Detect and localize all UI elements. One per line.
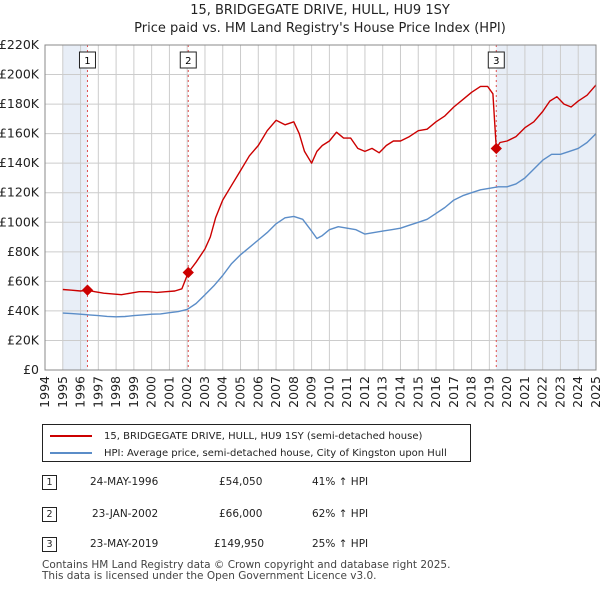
sale-date: 24-MAY-1996 [90, 476, 159, 488]
plot-area: £0 £20K £40K £60K £80K £100K £120K £140K £160K £1… [0, 37, 600, 408]
y-tick-label: £40K [7, 303, 40, 318]
hpi-line [62, 133, 597, 318]
sale-date: 23-JAN-2002 [92, 508, 159, 520]
sale-number-box [78, 51, 96, 69]
sale-date: 23-MAY-2019 [90, 538, 159, 550]
y-tick-label: £100K [0, 214, 40, 229]
x-tick-label: 2001 [161, 376, 176, 408]
sale-hpi-change: 62% ↑ HPI [312, 508, 369, 520]
x-tick-label: 1996 [73, 376, 88, 408]
x-tick-label: 1999 [126, 376, 141, 408]
x-tick-label: 2014 [392, 376, 407, 408]
x-tick-label: 2015 [410, 376, 425, 408]
legend: 15, BRIDGEGATE DRIVE, HULL, HU9 1SY (sem… [42, 424, 471, 462]
chart-subtitle: Price paid vs. HM Land Registry's House … [134, 21, 506, 36]
x-tick-label: 2000 [144, 376, 159, 408]
y-tick-label: £200K [0, 67, 40, 82]
x-tick-label: 2020 [499, 376, 514, 408]
chart-title: 15, BRIDGEGATE DRIVE, HULL, HU9 1SY [190, 3, 450, 18]
x-tick-label: 1994 [37, 376, 52, 408]
sale-number-box [487, 51, 505, 69]
y-tick-label: £80K [7, 244, 40, 259]
sale-hpi-change: 25% ↑ HPI [312, 538, 369, 550]
y-tick-label: £120K [0, 185, 40, 200]
y-tick-label: £60K [7, 273, 40, 288]
sale-number-box [179, 51, 197, 69]
x-tick-label: 2012 [357, 376, 372, 408]
x-tick-label: 2025 [588, 376, 600, 408]
sale-number-label: 1 [84, 56, 90, 67]
property-price-line [62, 84, 597, 296]
x-tick-label: 2005 [233, 376, 248, 408]
legend-item-hpi: HPI: Average price, semi-detached house,… [50, 445, 447, 461]
x-tick-label: 2010 [321, 376, 336, 408]
x-tick-label: 2023 [552, 376, 567, 408]
x-tick-label: 1995 [55, 376, 70, 408]
sale-price: £66,000 [219, 508, 263, 520]
shade-region [62, 45, 88, 370]
y-tick-label: £140K [0, 155, 40, 170]
shade-region [496, 45, 596, 370]
sale-number-label: 2 [185, 56, 191, 67]
sale-number-badge: 3 [42, 537, 57, 552]
price-chart: 15, BRIDGEGATE DRIVE, HULL, HU9 1SY Pric… [0, 3, 600, 408]
x-tick-label: 1998 [108, 376, 123, 408]
y-tick-label: £20K [7, 332, 40, 347]
x-tick-label: 1997 [90, 376, 105, 408]
sale-point [182, 266, 194, 279]
legend-label-property: 15, BRIDGEGATE DRIVE, HULL, HU9 1SY (sem… [104, 430, 423, 442]
x-tick-label: 2011 [339, 376, 354, 408]
sale-number-badge: 2 [42, 507, 57, 522]
sale-hpi-change: 41% ↑ HPI [312, 476, 369, 488]
x-tick-label: 2021 [517, 376, 532, 408]
y-tick-label: £220K [0, 37, 40, 52]
x-tick-label: 2024 [570, 376, 585, 408]
x-tick-label: 2003 [197, 376, 212, 408]
sale-point [490, 142, 502, 155]
sale-price: £149,950 [214, 538, 265, 550]
y-tick-label: £180K [0, 96, 40, 111]
x-tick-label: 2022 [535, 376, 550, 408]
x-tick-label: 2019 [481, 376, 496, 408]
hpi-line-swatch [50, 452, 92, 454]
footer: Contains HM Land Registry data © Crown c… [42, 560, 450, 582]
legend-item-property: 15, BRIDGEGATE DRIVE, HULL, HU9 1SY (sem… [50, 428, 422, 444]
footer-copyright: Contains HM Land Registry data © Crown c… [42, 559, 451, 571]
x-tick-label: 2013 [375, 376, 390, 408]
x-tick-label: 2007 [268, 376, 283, 408]
x-tick-label: 2008 [286, 376, 301, 408]
x-tick-label: 2018 [464, 376, 479, 408]
x-tick-label: 2006 [250, 376, 265, 408]
y-tick-label: £160K [0, 126, 40, 141]
sale-number-badge: 1 [42, 475, 57, 490]
x-tick-label: 2009 [304, 376, 319, 408]
y-tick-label: £0 [23, 362, 39, 377]
sale-price: £54,050 [219, 476, 263, 488]
plot-frame [44, 44, 597, 371]
x-tick-label: 2017 [446, 376, 461, 408]
x-tick-label: 2002 [179, 376, 194, 408]
x-tick-label: 2016 [428, 376, 443, 408]
x-tick-label: 2004 [215, 376, 230, 408]
property-line-swatch [50, 435, 92, 437]
sale-number-label: 3 [493, 56, 499, 67]
footer-licence: This data is licensed under the Open Gov… [42, 570, 377, 582]
legend-label-hpi: HPI: Average price, semi-detached house,… [104, 447, 447, 459]
